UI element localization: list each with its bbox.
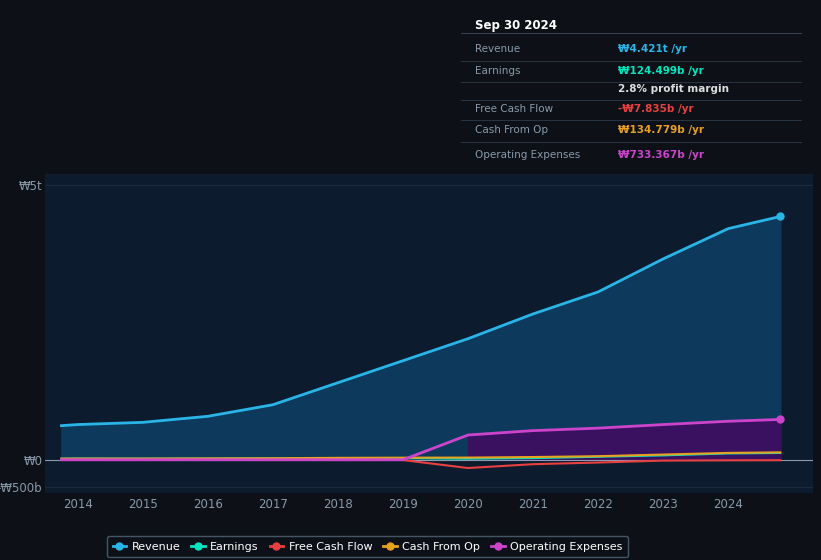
Text: Cash From Op: Cash From Op: [475, 125, 548, 135]
Text: ₩134.779b /yr: ₩134.779b /yr: [618, 125, 704, 135]
Text: Operating Expenses: Operating Expenses: [475, 150, 580, 160]
Text: 2.8% profit margin: 2.8% profit margin: [618, 84, 729, 94]
Text: ₩733.367b /yr: ₩733.367b /yr: [618, 150, 704, 160]
Legend: Revenue, Earnings, Free Cash Flow, Cash From Op, Operating Expenses: Revenue, Earnings, Free Cash Flow, Cash …: [107, 536, 628, 557]
Text: ₩124.499b /yr: ₩124.499b /yr: [618, 66, 704, 76]
Text: ₩4.421t /yr: ₩4.421t /yr: [618, 44, 687, 54]
Text: Free Cash Flow: Free Cash Flow: [475, 104, 553, 114]
Text: Earnings: Earnings: [475, 66, 521, 76]
Text: Revenue: Revenue: [475, 44, 521, 54]
Text: -₩7.835b /yr: -₩7.835b /yr: [618, 104, 694, 114]
Text: Sep 30 2024: Sep 30 2024: [475, 20, 557, 32]
